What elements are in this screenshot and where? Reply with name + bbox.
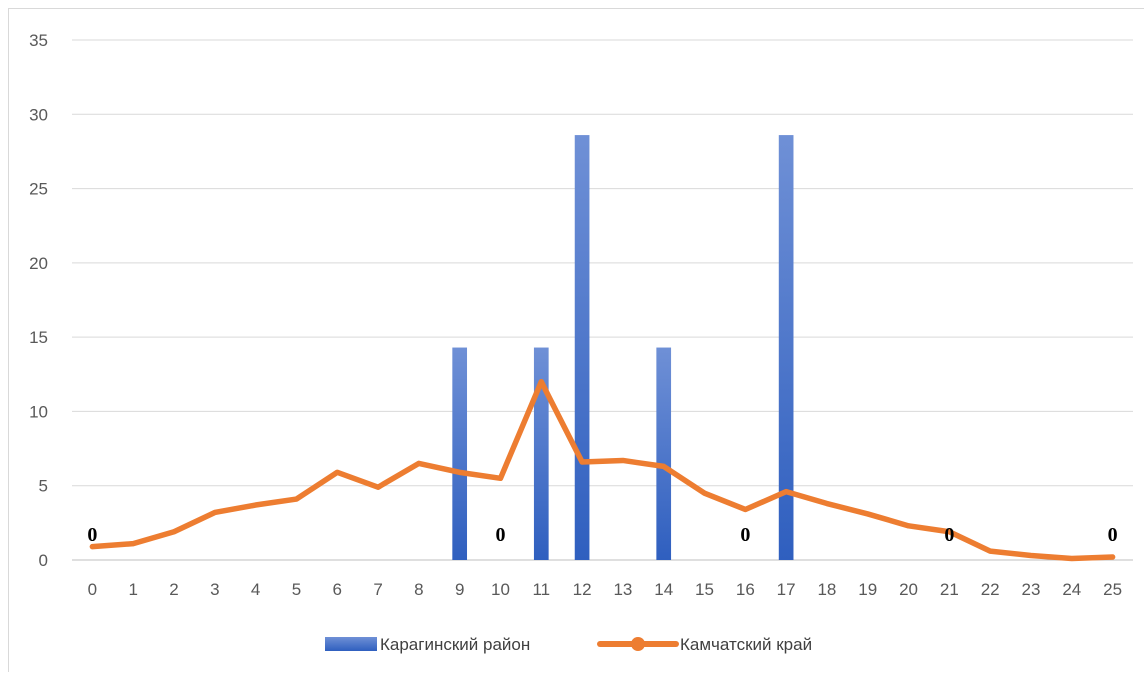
line-point [130, 541, 136, 547]
line-point [1069, 556, 1075, 562]
legend-swatch-bar [325, 637, 377, 651]
data-label: 0 [944, 524, 954, 546]
line-point [497, 475, 503, 481]
chart-frame [8, 8, 1144, 672]
x-tick-label: 19 [858, 580, 877, 599]
line-point [824, 501, 830, 507]
y-tick-label: 20 [29, 254, 48, 273]
x-tick-label: 22 [981, 580, 1000, 599]
bar [656, 347, 672, 560]
data-label: 0 [87, 524, 97, 546]
y-tick-label: 10 [29, 402, 48, 421]
x-tick-label: 14 [654, 580, 673, 599]
y-tick-label: 30 [29, 105, 48, 124]
line-point [702, 490, 708, 496]
x-tick-label: 18 [817, 580, 836, 599]
annotations: 0 0 0 0 0 [87, 524, 1117, 546]
x-tick-label: 16 [736, 580, 755, 599]
line-point [620, 457, 626, 463]
x-tick-label: 17 [777, 580, 796, 599]
bar-series [452, 135, 794, 561]
x-tick-label: 21 [940, 580, 959, 599]
legend-marker [631, 637, 645, 651]
x-tick-label: 24 [1062, 580, 1081, 599]
line-point [742, 506, 748, 512]
line-point [212, 509, 218, 515]
y-tick-label: 5 [39, 477, 48, 496]
series-line [89, 378, 1116, 562]
line-point [416, 460, 422, 466]
gridlines [72, 39, 1133, 561]
line-point [171, 529, 177, 535]
x-tick-label: 0 [88, 580, 97, 599]
y-tick-label: 35 [29, 31, 48, 50]
x-tick-label: 12 [573, 580, 592, 599]
legend-label: Камчатский край [680, 635, 812, 654]
line-point [661, 463, 667, 469]
bar [778, 135, 794, 561]
x-tick-label: 9 [455, 580, 464, 599]
line-point [1110, 554, 1116, 560]
y-tick-label: 0 [39, 551, 48, 570]
x-tick-label: 5 [292, 580, 301, 599]
x-tick-label: 4 [251, 580, 260, 599]
line-point [946, 529, 952, 535]
x-tick-label: 10 [491, 580, 510, 599]
data-label: 0 [495, 524, 505, 546]
x-tick-label: 3 [210, 580, 219, 599]
line-point [538, 379, 544, 385]
bar [574, 135, 590, 561]
x-tick-label: 11 [532, 580, 550, 599]
line-point [457, 469, 463, 475]
legend-label: Карагинский район [380, 635, 530, 654]
x-tick-label: 7 [373, 580, 382, 599]
line-point [89, 544, 95, 550]
line-point [579, 459, 585, 465]
line-point [783, 489, 789, 495]
data-label: 0 [1108, 524, 1118, 546]
line-point [334, 469, 340, 475]
x-tick-label: 23 [1022, 580, 1041, 599]
y-axis: 0 5 10 15 20 25 30 35 [29, 31, 48, 570]
bar [533, 347, 549, 560]
line-point [1028, 553, 1034, 559]
x-tick-label: 1 [128, 580, 137, 599]
y-tick-label: 15 [29, 328, 48, 347]
data-label: 0 [740, 524, 750, 546]
x-tick-label: 8 [414, 580, 423, 599]
x-tick-label: 15 [695, 580, 714, 599]
legend: Карагинский район Камчатский край [325, 635, 812, 654]
x-axis: 0 1 2 3 4 5 6 7 8 9 10 11 12 13 14 15 16 17 18 19 20 21 22 23 24… [88, 580, 1122, 599]
line-series [89, 378, 1116, 562]
line-point [865, 511, 871, 517]
x-tick-label: 13 [613, 580, 632, 599]
line-point [987, 548, 993, 554]
x-tick-label: 20 [899, 580, 918, 599]
x-tick-label: 25 [1103, 580, 1122, 599]
y-tick-label: 25 [29, 180, 48, 199]
bar [452, 347, 468, 560]
line-point [253, 502, 259, 508]
x-tick-label: 6 [333, 580, 342, 599]
line-point [375, 484, 381, 490]
line-point [906, 523, 912, 529]
x-tick-label: 2 [169, 580, 178, 599]
line-point [293, 496, 299, 502]
